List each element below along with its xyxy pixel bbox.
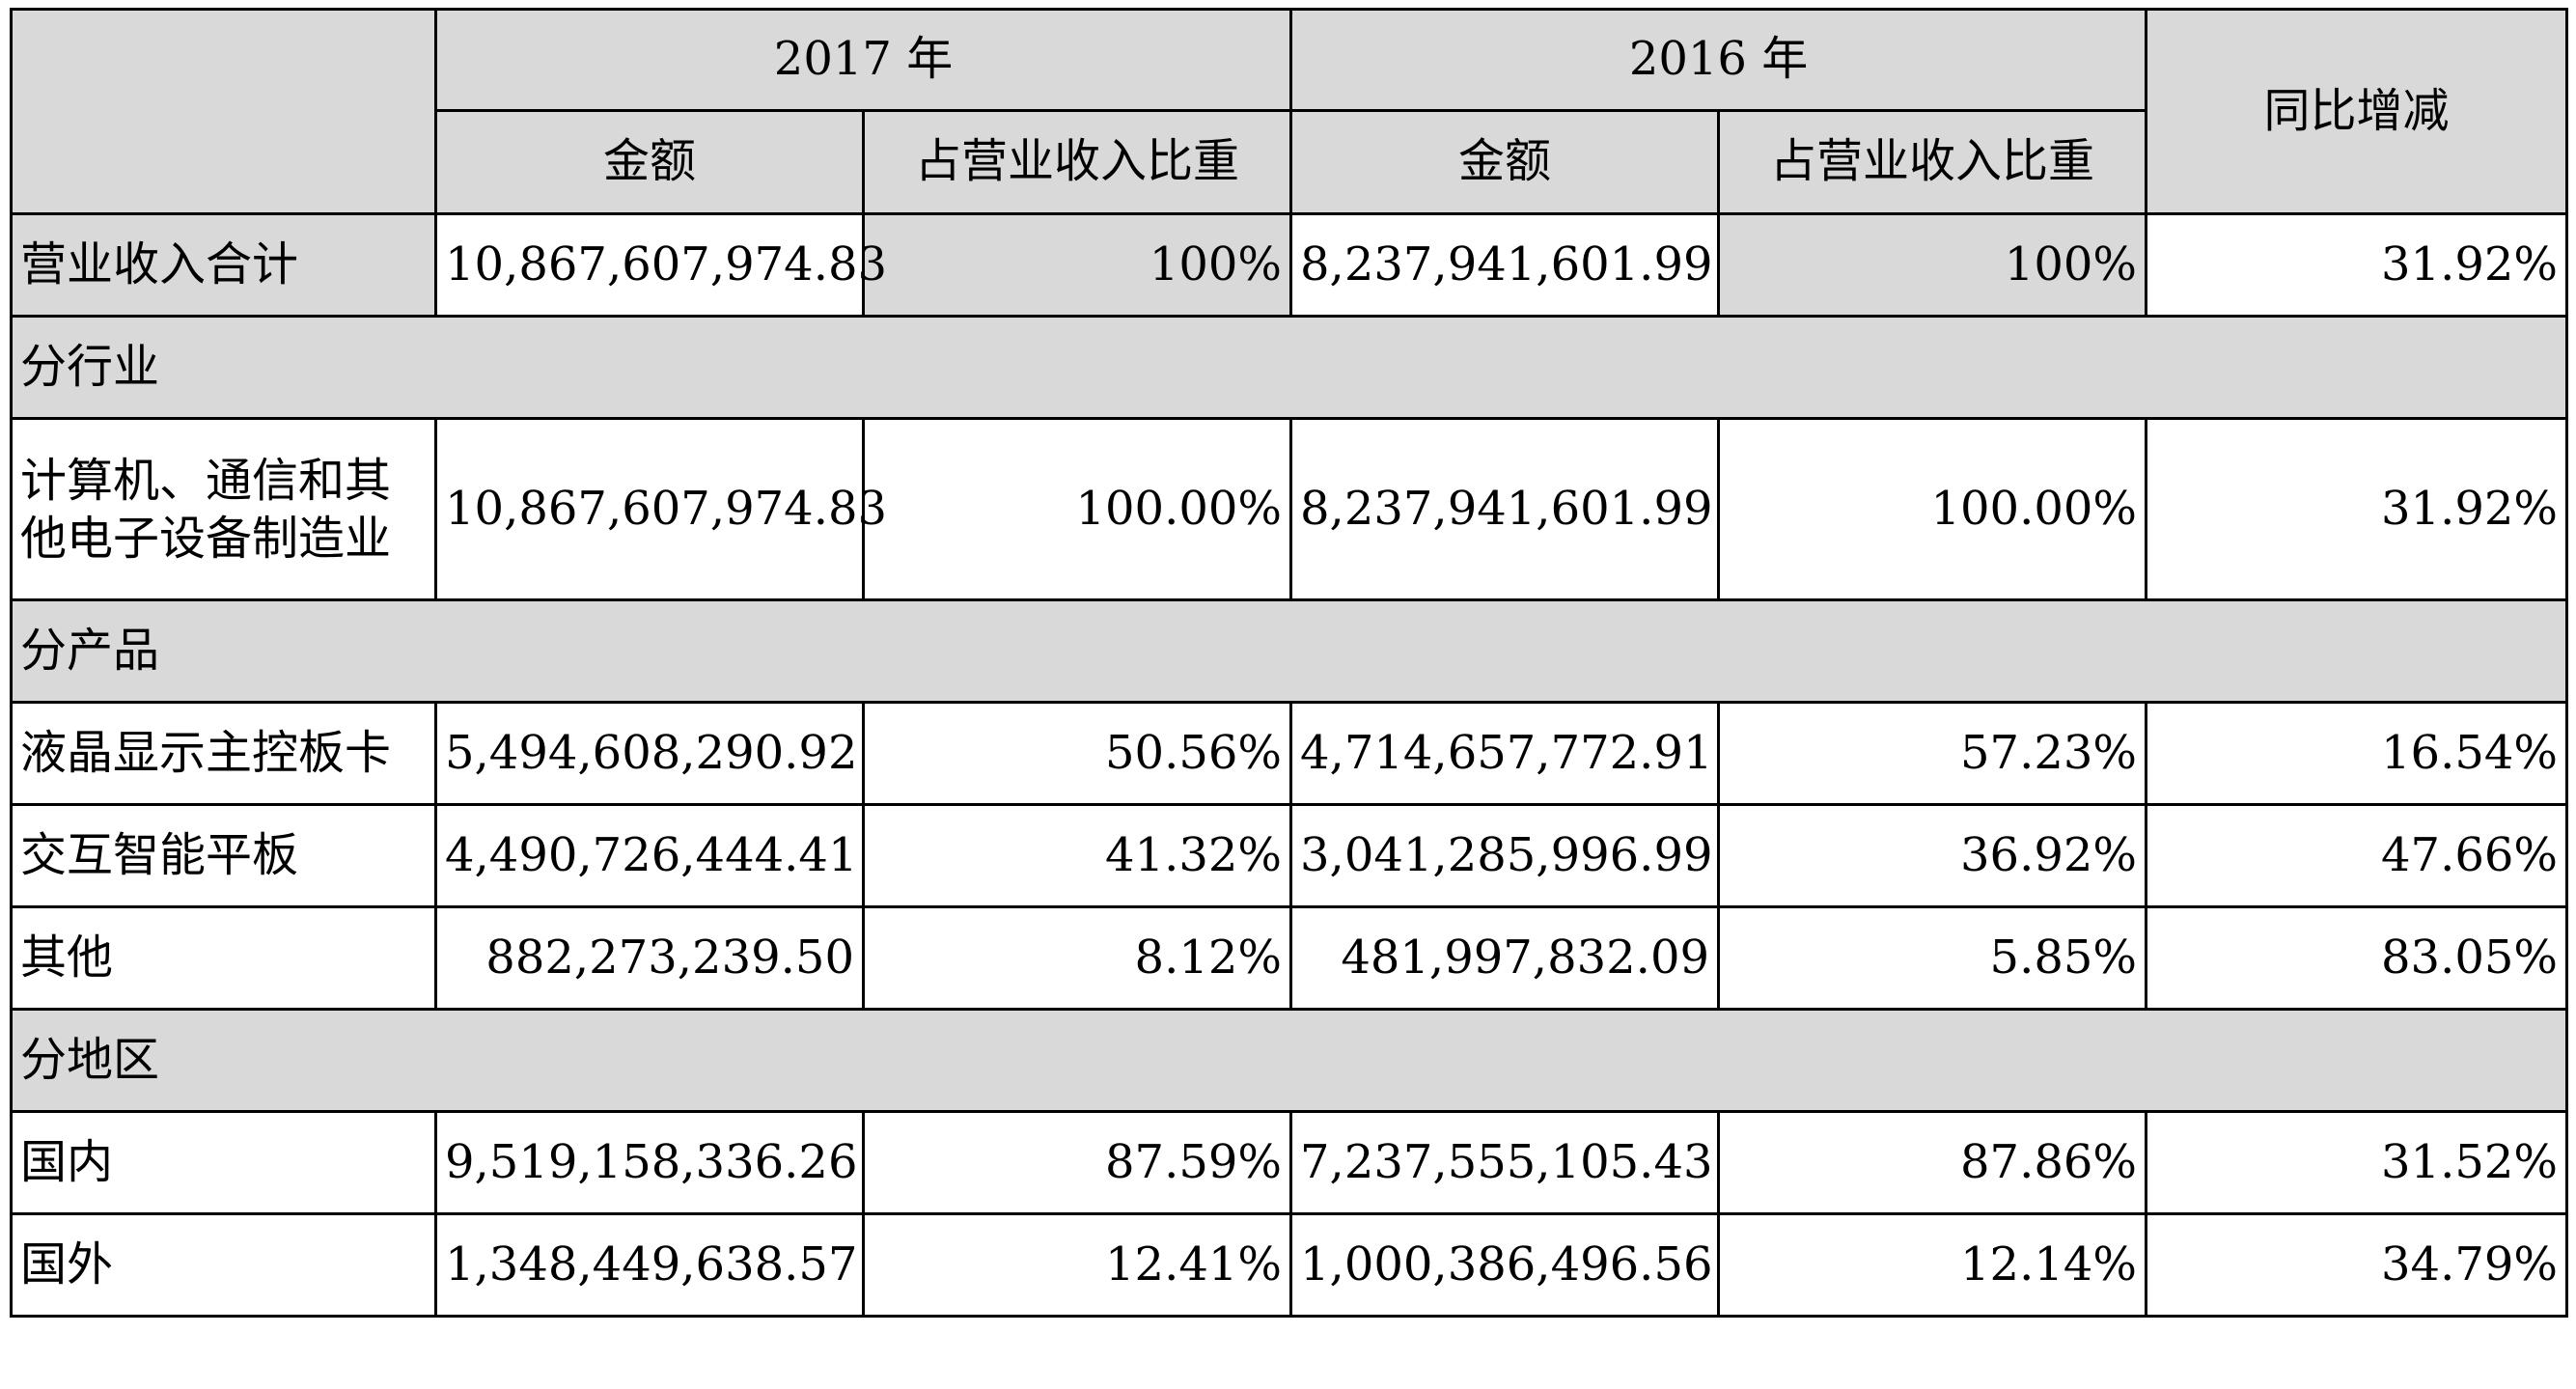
revenue-table-container: 2017 年 2016 年 同比增减 金额 占营业收入比重 金额 占营业收入比重… [9, 8, 2569, 1318]
section-header-row: 分地区 [9, 1008, 2569, 1113]
row-share-2016: 12.14% [1717, 1212, 2148, 1318]
table-row: 国外 1,348,449,638.57 12.41% 1,000,386,496… [10, 1212, 2569, 1318]
row-yoy: 31.92% [2145, 417, 2569, 601]
section-header-row: 分行业 [9, 315, 2569, 420]
row-amount-2017: 4,490,726,444.41 [434, 803, 865, 908]
row-share-2017: 87.59% [861, 1110, 1293, 1215]
header-year-2017: 2017 年 [433, 8, 1293, 112]
row-yoy: 31.52% [2145, 1110, 2569, 1215]
header-share-2017: 占营业收入比重 [861, 109, 1293, 215]
section-title-region: 分地区 [9, 1008, 2569, 1113]
row-amount-2016: 7,237,555,105.43 [1289, 1110, 1721, 1215]
row-share-2017: 8.12% [861, 905, 1293, 1011]
header-share-2016: 占营业收入比重 [1717, 109, 2148, 215]
row-amount-2016: 1,000,386,496.56 [1289, 1212, 1721, 1318]
header-row-columns: 金额 占营业收入比重 金额 占营业收入比重 [12, 109, 2567, 215]
row-label: 其他 [10, 905, 437, 1011]
total-share-2016: 100% [1717, 212, 2148, 318]
row-label: 液晶显示主控板卡 [10, 701, 437, 806]
row-share-2017: 41.32% [861, 803, 1293, 908]
revenue-breakdown-table: 2017 年 2016 年 同比增减 金额 占营业收入比重 金额 占营业收入比重… [9, 8, 2569, 1318]
header-amount-2016: 金额 [1289, 109, 1721, 215]
header-yoy-change: 同比增减 [2145, 8, 2569, 215]
table-row: 液晶显示主控板卡 5,494,608,290.92 50.56% 4,714,6… [10, 701, 2569, 806]
row-amount-2016: 3,041,285,996.99 [1289, 803, 1721, 908]
total-revenue-row: 营业收入合计 10,867,607,974.83 100% 8,237,941,… [10, 212, 2569, 318]
row-share-2017: 100.00% [861, 417, 1293, 601]
table-row: 国内 9,519,158,336.26 87.59% 7,237,555,105… [10, 1110, 2569, 1215]
row-share-2017: 12.41% [861, 1212, 1293, 1318]
row-share-2017: 50.56% [861, 701, 1293, 806]
row-yoy: 47.66% [2145, 803, 2569, 908]
row-amount-2017: 882,273,239.50 [434, 905, 865, 1011]
row-share-2016: 100.00% [1717, 417, 2148, 601]
row-amount-2017: 5,494,608,290.92 [434, 701, 865, 806]
row-label: 计算机、通信和其他电子设备制造业 [10, 417, 437, 601]
row-yoy: 34.79% [2145, 1212, 2569, 1318]
row-amount-2016: 8,237,941,601.99 [1289, 417, 1721, 601]
row-share-2016: 87.86% [1717, 1110, 2148, 1215]
row-label: 国外 [10, 1212, 437, 1318]
row-amount-2017: 1,348,449,638.57 [434, 1212, 865, 1318]
section-header-row: 分产品 [9, 598, 2569, 704]
total-yoy: 31.92% [2145, 212, 2569, 318]
row-share-2016: 5.85% [1717, 905, 2148, 1011]
total-share-2017: 100% [861, 212, 1293, 318]
row-yoy: 83.05% [2145, 905, 2569, 1011]
table-row: 计算机、通信和其他电子设备制造业 10,867,607,974.83 100.0… [10, 417, 2569, 601]
row-amount-2016: 481,997,832.09 [1289, 905, 1721, 1011]
table-row: 交互智能平板 4,490,726,444.41 41.32% 3,041,285… [10, 803, 2569, 908]
section-title-industry: 分行业 [9, 315, 2569, 420]
table-row: 其他 882,273,239.50 8.12% 481,997,832.09 5… [10, 905, 2569, 1011]
header-amount-2017: 金额 [434, 109, 865, 215]
header-year-2016: 2016 年 [1289, 8, 2148, 112]
row-label: 国内 [10, 1110, 437, 1215]
total-amount-2016: 8,237,941,601.99 [1289, 212, 1721, 318]
row-share-2016: 57.23% [1717, 701, 2148, 806]
header-corner-cell [10, 8, 437, 215]
row-share-2016: 36.92% [1717, 803, 2148, 908]
row-amount-2016: 4,714,657,772.91 [1289, 701, 1721, 806]
row-label: 交互智能平板 [10, 803, 437, 908]
total-label: 营业收入合计 [10, 212, 437, 318]
row-amount-2017: 9,519,158,336.26 [434, 1110, 865, 1215]
row-amount-2017: 10,867,607,974.83 [434, 417, 887, 601]
section-title-product: 分产品 [9, 598, 2569, 704]
total-amount-2017: 10,867,607,974.83 [434, 212, 887, 318]
row-yoy: 16.54% [2145, 701, 2569, 806]
header-row-years: 2017 年 2016 年 同比增减 [10, 8, 2569, 215]
